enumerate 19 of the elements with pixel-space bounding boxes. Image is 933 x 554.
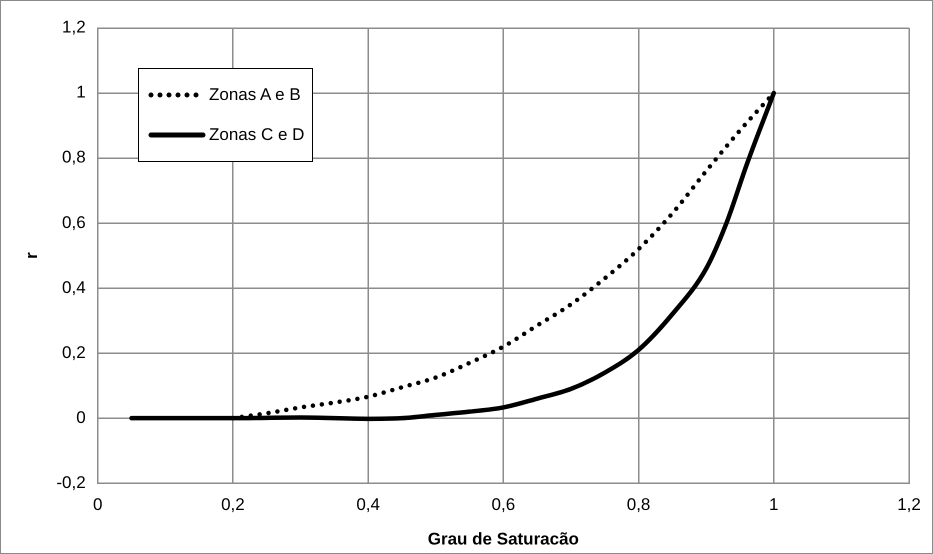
x-tick-label: 0,4 [356, 495, 380, 514]
y-tick-label: -0,2 [56, 472, 86, 492]
y-axis-title: r [22, 252, 41, 259]
y-tick-label: 1 [76, 82, 86, 102]
legend-label: Zonas C e D [209, 125, 304, 145]
y-tick-label: 0,4 [62, 278, 86, 297]
x-tick-label: 0,2 [221, 495, 245, 514]
y-tick-label: 0 [76, 408, 86, 427]
x-tick-label: 0,6 [492, 495, 516, 514]
x-tick-label: 0,8 [626, 495, 650, 514]
y-tick-label: 0,6 [62, 212, 86, 232]
x-tick-label: 1,2 [897, 495, 921, 514]
y-tick-label: 0,8 [62, 148, 86, 167]
y-tick-label: 1,2 [62, 18, 86, 37]
x-tick-label: 1 [769, 495, 779, 514]
x-axis-title: Grau de Saturacão [428, 529, 579, 548]
y-tick-label: 0,2 [62, 342, 86, 362]
legend-label: Zonas A e B [209, 85, 301, 105]
x-tick-label: 0 [92, 495, 102, 514]
